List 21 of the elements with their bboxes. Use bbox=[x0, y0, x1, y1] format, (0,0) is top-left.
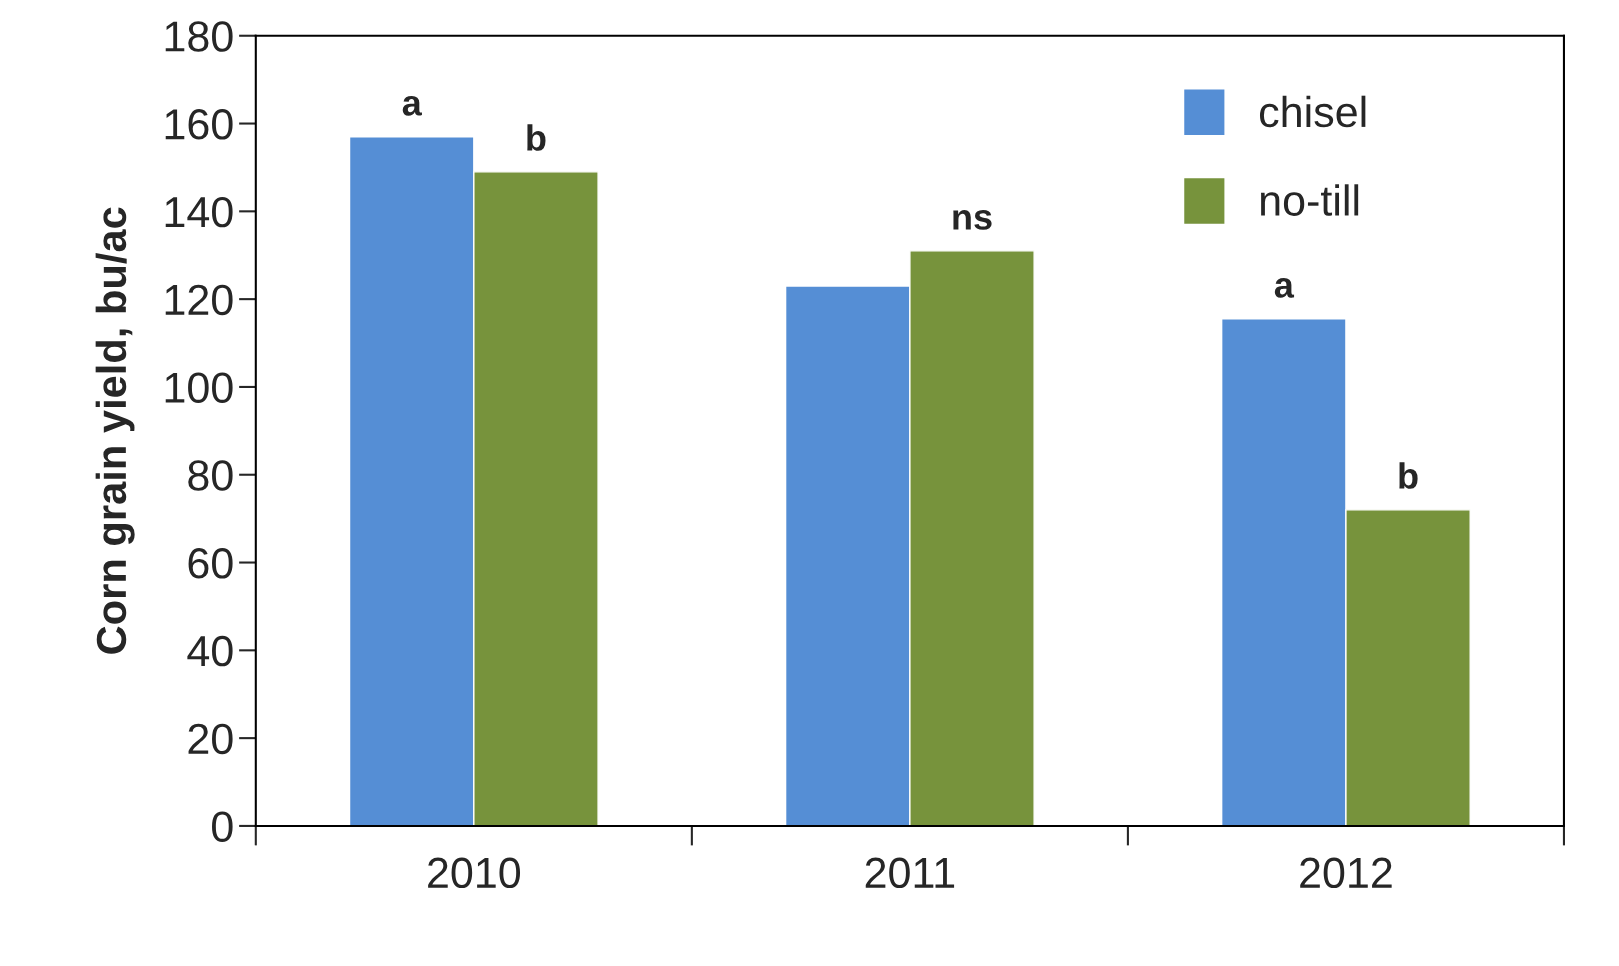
y-tick-label: 60 bbox=[188, 548, 233, 579]
x-tick-label: 2012 bbox=[1300, 857, 1392, 889]
y-axis-title: Corn grain yield, bu/ac bbox=[95, 207, 135, 654]
legend-label: chisel bbox=[1259, 95, 1366, 128]
annotation: b bbox=[527, 124, 546, 151]
y-tick-label: 40 bbox=[187, 635, 233, 667]
y-tick-label: 180 bbox=[165, 21, 233, 52]
y-tick-label: 140 bbox=[165, 196, 233, 228]
annotation: ns bbox=[953, 210, 992, 230]
x-tick-label: 2011 bbox=[865, 857, 955, 889]
y-tick-label: 100 bbox=[165, 372, 233, 403]
annotation: b bbox=[1399, 462, 1418, 489]
annotation: a bbox=[1274, 278, 1295, 298]
y-tick-label: 20 bbox=[188, 723, 233, 755]
y-tick-label: 160 bbox=[165, 109, 233, 140]
legend-label: no-till bbox=[1261, 184, 1359, 216]
y-tick-label: 0 bbox=[212, 811, 233, 842]
y-tick-label: 120 bbox=[165, 284, 233, 316]
y-tick-label: 80 bbox=[188, 460, 233, 491]
x-tick-label: 2010 bbox=[428, 857, 521, 889]
annotation: a bbox=[402, 95, 422, 116]
